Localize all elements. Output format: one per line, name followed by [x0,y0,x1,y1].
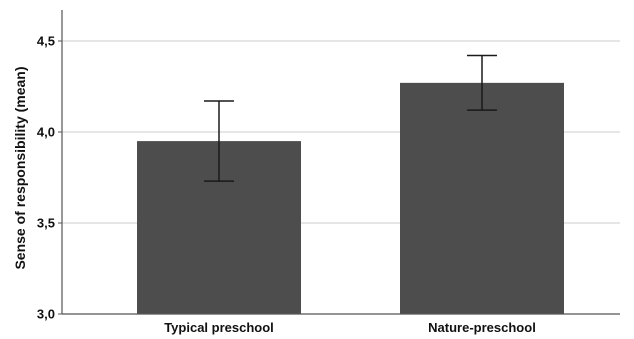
y-tick-label: 3,5 [37,216,55,231]
y-tick-label: 4,5 [37,34,55,49]
bars [137,82,564,314]
y-axis-title: Sense of responsibility (mean) [12,66,28,269]
x-tick-label: Nature-preschool [428,320,536,335]
error-bar [467,54,497,111]
y-tick-label: 3,0 [37,307,55,322]
error-bars [204,54,497,182]
axes [61,10,620,315]
error-bar [204,100,234,182]
x-tick-label: Typical preschool [164,320,274,335]
bar-nature-preschool [400,82,564,314]
y-tick-labels: 3,0 3,5 4,0 4,5 [37,34,62,322]
y-tick-label: 4,0 [37,125,55,140]
x-tick-labels: Typical preschool Nature-preschool [164,320,536,335]
